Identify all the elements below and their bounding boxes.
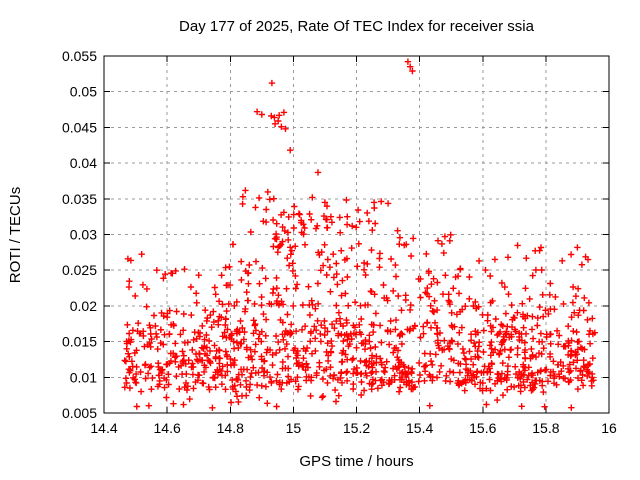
y-tick-label: 0.015: [62, 334, 97, 350]
x-tick-label: 15.8: [532, 420, 559, 436]
x-tick-label: 14.4: [90, 420, 117, 436]
chart-title: Day 177 of 2025, Rate Of TEC Index for r…: [179, 18, 534, 35]
y-tick-label: 0.03: [70, 227, 97, 243]
y-tick-label: 0.055: [62, 48, 97, 64]
y-tick-label: 0.02: [70, 298, 97, 314]
y-tick-label: 0.025: [62, 262, 97, 278]
x-tick-label: 15: [286, 420, 302, 436]
data-points-layer: [121, 58, 598, 411]
x-tick-label: 14.8: [217, 420, 244, 436]
x-tick-label: 14.6: [154, 420, 181, 436]
y-tick-label: 0.045: [62, 119, 97, 135]
y-tick-label: 0.035: [62, 191, 97, 207]
plot-border: [103, 55, 610, 414]
y-tick-label: 0.05: [70, 84, 97, 100]
x-tick-label: 15.2: [343, 420, 370, 436]
x-tick-label: 15.4: [406, 420, 433, 436]
y-tick-label: 0.04: [70, 155, 97, 171]
y-tick-label: 0.005: [62, 405, 97, 421]
x-axis-label: GPS time / hours: [299, 453, 414, 470]
x-tick-label: 16: [601, 420, 617, 436]
x-tick-label: 15.6: [469, 420, 496, 436]
y-tick-label: 0.01: [70, 369, 97, 385]
